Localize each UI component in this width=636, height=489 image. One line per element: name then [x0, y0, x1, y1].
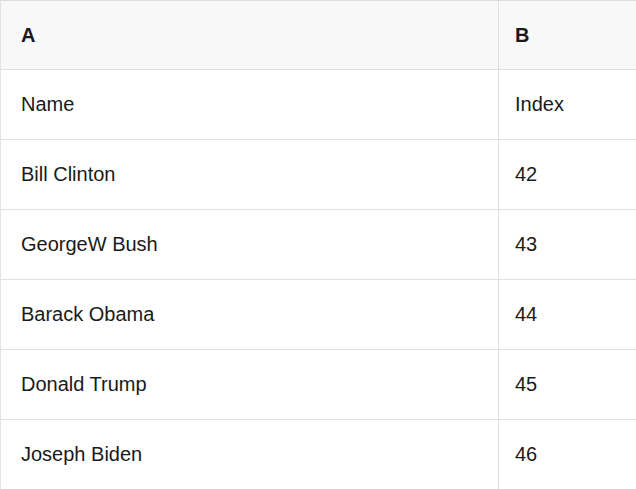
table-row: Bill Clinton 42: [1, 140, 636, 210]
table-row: Donald Trump 45: [1, 350, 636, 420]
cell-b1[interactable]: Index: [499, 70, 636, 139]
table-row: Joseph Biden 46: [1, 420, 636, 489]
cell-a4[interactable]: Barack Obama: [1, 280, 499, 349]
spreadsheet-table: A B Name Index Bill Clinton 42 GeorgeW B…: [0, 0, 636, 489]
table-row: Name Index: [1, 70, 636, 140]
cell-a1[interactable]: Name: [1, 70, 499, 139]
cell-a3[interactable]: GeorgeW Bush: [1, 210, 499, 279]
cell-b4[interactable]: 44: [499, 280, 636, 349]
cell-b3[interactable]: 43: [499, 210, 636, 279]
table-row: GeorgeW Bush 43: [1, 210, 636, 280]
cell-b5[interactable]: 45: [499, 350, 636, 419]
cell-a5[interactable]: Donald Trump: [1, 350, 499, 419]
column-header-row: A B: [1, 1, 636, 70]
column-header-a[interactable]: A: [1, 1, 499, 69]
cell-a6[interactable]: Joseph Biden: [1, 420, 499, 489]
table-row: Barack Obama 44: [1, 280, 636, 350]
cell-a2[interactable]: Bill Clinton: [1, 140, 499, 209]
cell-b2[interactable]: 42: [499, 140, 636, 209]
column-header-b[interactable]: B: [499, 1, 636, 69]
cell-b6[interactable]: 46: [499, 420, 636, 489]
